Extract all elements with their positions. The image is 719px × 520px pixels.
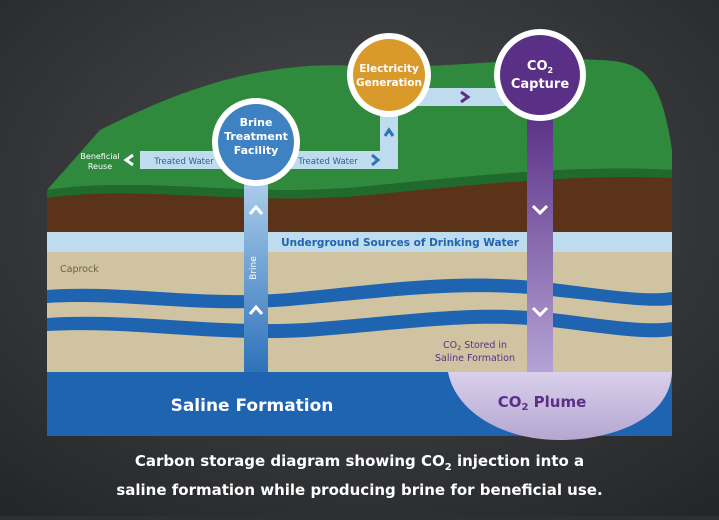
caprock-label: Caprock xyxy=(60,264,99,275)
treated-water-pipe-right xyxy=(268,151,398,169)
co2-capture-node xyxy=(500,35,580,115)
co2-stored-co: CO xyxy=(443,340,457,351)
co2-capture-co: CO xyxy=(527,59,548,74)
brine-pipe xyxy=(244,160,268,372)
brine-pipe-label: Brine xyxy=(249,256,259,280)
beneficial-reuse-label-2: Reuse xyxy=(88,162,112,171)
usdw-label: Underground Sources of Drinking Water xyxy=(281,237,520,249)
treated-water-left-label: Treated Water xyxy=(153,157,214,167)
beneficial-reuse-label-1: Beneficial xyxy=(80,152,119,161)
brine-up-chevron-1 xyxy=(248,204,264,215)
treated-water-right-label: Treated Water xyxy=(297,157,358,167)
pipe-left-chevron xyxy=(123,153,134,167)
co2-capture-label-2: Capture xyxy=(511,77,569,92)
capture-right-chevron xyxy=(460,90,471,104)
saline-band-upper xyxy=(47,278,672,309)
caption-line-2: saline formation while producing brine f… xyxy=(116,481,603,499)
co2-plume-sub: 2 xyxy=(521,402,528,413)
brine-treatment-node xyxy=(218,104,294,180)
co2-capture-label-1: CO2 xyxy=(527,59,553,75)
pipe-up-chevron xyxy=(383,127,395,137)
co2-plume-label: CO2 Plume xyxy=(498,393,587,413)
caption-line-1b: injection into a xyxy=(451,452,585,470)
treated-water-pipe-up xyxy=(380,108,398,169)
electricity-label-2: Generation xyxy=(356,77,422,89)
pipe-right-chevron xyxy=(371,153,381,167)
soil-layer xyxy=(47,168,672,232)
co2-down-chevron-1 xyxy=(531,204,549,216)
caption-line-1a: Carbon storage diagram showing CO xyxy=(134,452,445,470)
electricity-to-capture-pipe xyxy=(410,88,506,106)
co2-plume-shape xyxy=(448,372,672,440)
caption-line-1: Carbon storage diagram showing CO2 injec… xyxy=(0,450,719,479)
co2-stored-label-1: CO2 Stored in xyxy=(443,340,507,352)
co2-stored-rest: Stored in xyxy=(461,340,507,351)
electricity-label-1: Electricity xyxy=(359,63,419,75)
brine-treatment-label-1: Brine xyxy=(240,116,273,129)
diagram-caption: Carbon storage diagram showing CO2 injec… xyxy=(0,450,719,501)
co2-plume-co: CO xyxy=(498,393,522,411)
surface-edge xyxy=(47,168,672,199)
co2-capture-sub: 2 xyxy=(548,66,554,75)
co2-down-chevron-2 xyxy=(531,306,549,318)
co2-injection-pipe xyxy=(527,110,553,372)
co2-stored-label-2: Saline Formation xyxy=(435,353,515,364)
electricity-node xyxy=(353,39,425,111)
caption-line-1-sub: 2 xyxy=(444,462,452,473)
caprock-layer xyxy=(47,252,672,372)
co2-stored-sub: 2 xyxy=(457,344,461,352)
brine-treatment-label-3: Facility xyxy=(234,144,279,157)
saline-formation-label: Saline Formation xyxy=(171,396,334,416)
co2-plume-rest: Plume xyxy=(528,393,586,411)
usdw-layer xyxy=(47,232,672,252)
brine-treatment-label-2: Treatment xyxy=(224,130,288,143)
brine-up-chevron-2 xyxy=(248,304,264,315)
saline-band-lower xyxy=(47,309,672,339)
